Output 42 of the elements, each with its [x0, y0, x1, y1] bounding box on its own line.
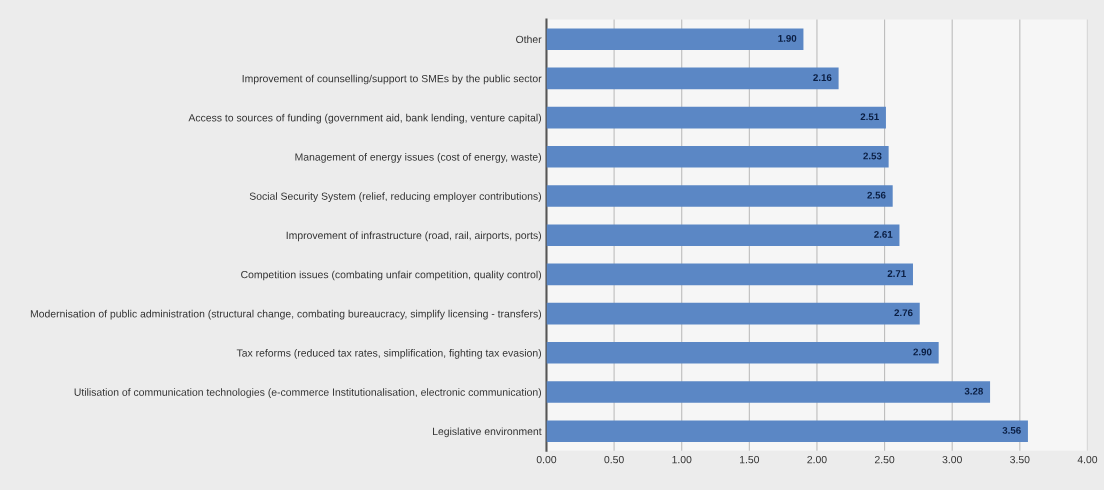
x-tick-label: 0.00 [536, 455, 557, 464]
data-label: 2.53 [863, 152, 882, 160]
x-tick-label: 1.50 [740, 455, 760, 464]
bar [546, 106, 886, 129]
bar [546, 146, 889, 168]
bar [546, 263, 913, 286]
data-label: 2.71 [887, 270, 906, 277]
data-label: 3.56 [1002, 426, 1021, 434]
y-tick-label: Improvement of infrastructure (road, rail, airports, ports) [286, 231, 541, 242]
x-tick-label: 2.50 [874, 455, 895, 464]
bar [546, 28, 804, 50]
data-label: 1.90 [778, 34, 797, 42]
data-label: 2.61 [874, 230, 893, 238]
data-label: 2.56 [867, 191, 886, 199]
data-label: 2.90 [913, 348, 932, 356]
y-tick-label: Competition issues (combating unfair competition, quality control) [241, 270, 541, 281]
x-tick-label: 3.00 [942, 455, 962, 464]
bar [546, 342, 939, 364]
y-tick-label: Legislative environment [433, 427, 542, 438]
y-tick-label: Other [516, 35, 542, 44]
y-tick-label: Tax reforms (reduced tax rates, simplification, fighting tax evasion) [236, 349, 541, 359]
y-tick-label: Management of energy issues (cost of energy, waste) [295, 153, 541, 163]
x-tick-label: 2.00 [807, 455, 827, 464]
data-label: 2.16 [813, 74, 832, 82]
x-tick-label: 3.50 [1010, 455, 1030, 464]
x-tick-label: 4.00 [1077, 455, 1098, 464]
y-tick-label: Improvement of counselling/support to SMEs by the public sector [242, 74, 542, 85]
bar [546, 224, 900, 246]
bar [546, 420, 1028, 442]
bar [546, 67, 839, 90]
y-tick-label: Access to sources of funding (government aid, bank lending, venture capital) [188, 113, 541, 124]
x-tick-label: 0.50 [604, 455, 624, 464]
y-tick-label: Modernisation of public administration (structural change, combating bureaucracy, simplify licensing - transfers) [30, 309, 542, 320]
bar [546, 185, 893, 207]
y-tick-label: Social Security System (relief, reducing employer contributions) [249, 192, 541, 202]
data-label: 3.28 [964, 387, 984, 395]
x-tick-label: 1.00 [672, 455, 692, 464]
data-label: 2.76 [894, 309, 913, 317]
bar [546, 302, 920, 325]
bar [546, 381, 991, 403]
data-label: 2.51 [860, 113, 879, 121]
y-tick-label: Utilisation of communication technologies (e-commerce Institutionalisation, electronic communication) [74, 388, 541, 398]
